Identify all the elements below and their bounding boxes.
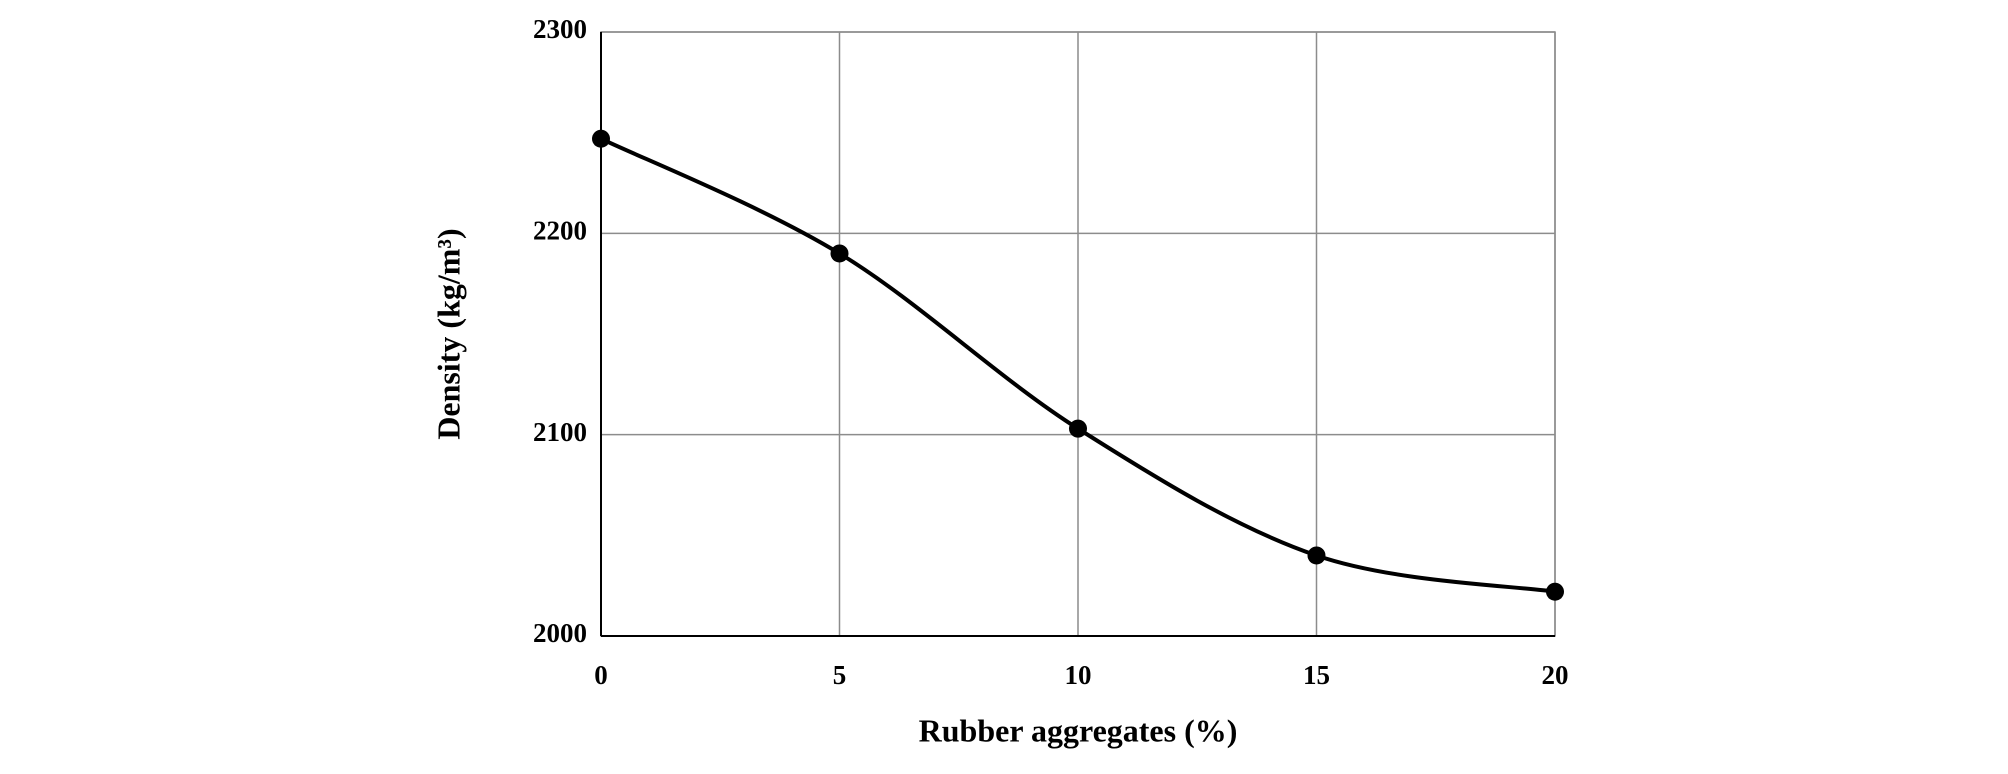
x-tick-label: 15: [1303, 660, 1330, 690]
x-tick-label: 0: [594, 660, 608, 690]
x-tick-label: 10: [1065, 660, 1092, 690]
x-tick-label: 5: [833, 660, 847, 690]
y-tick-label: 2300: [533, 14, 587, 44]
data-point: [1307, 546, 1326, 565]
data-point: [1546, 582, 1564, 601]
y-tick-label: 2100: [533, 417, 587, 447]
x-tick-label: 20: [1542, 660, 1569, 690]
x-axis-title: Rubber aggregates (%): [919, 712, 1238, 748]
data-point: [830, 244, 849, 263]
y-axis-title: Density (kg/m³): [430, 228, 466, 439]
y-tick-label: 2000: [533, 618, 587, 648]
data-point: [1069, 419, 1087, 438]
y-tick-label: 2200: [533, 216, 587, 246]
data-point: [592, 129, 610, 148]
